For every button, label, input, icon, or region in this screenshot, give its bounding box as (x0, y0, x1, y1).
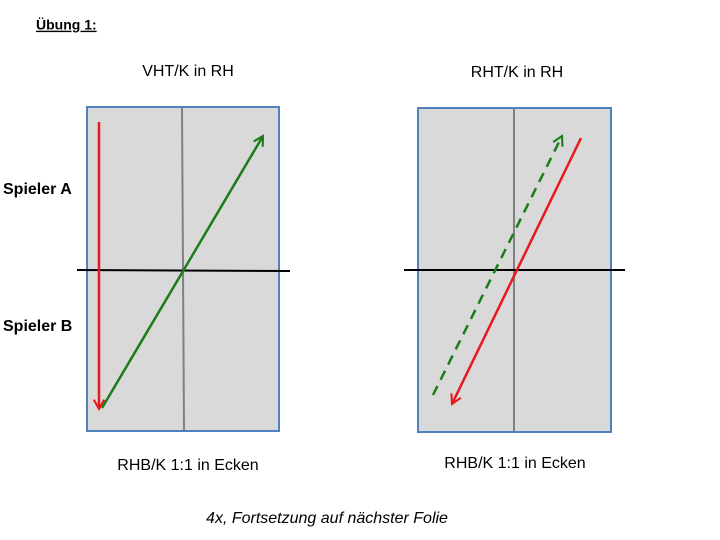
table-diagram (76, 106, 291, 432)
player-label: Spieler B (3, 318, 72, 335)
slide-title: Übung 1: (36, 17, 97, 33)
ball-path (431, 136, 562, 396)
player-label: Spieler A (3, 181, 72, 198)
ball-path (100, 136, 263, 409)
ball-path (452, 137, 583, 404)
table-caption: RHB/K 1:1 in Ecken (444, 455, 585, 472)
table-diagram (404, 107, 625, 433)
table-caption: RHB/K 1:1 in Ecken (117, 457, 258, 474)
table-caption: VHT/K in RH (142, 63, 234, 80)
table-caption: RHT/K in RH (471, 64, 563, 81)
footer-note: 4x, Fortsetzung auf nächster Folie (206, 510, 448, 527)
